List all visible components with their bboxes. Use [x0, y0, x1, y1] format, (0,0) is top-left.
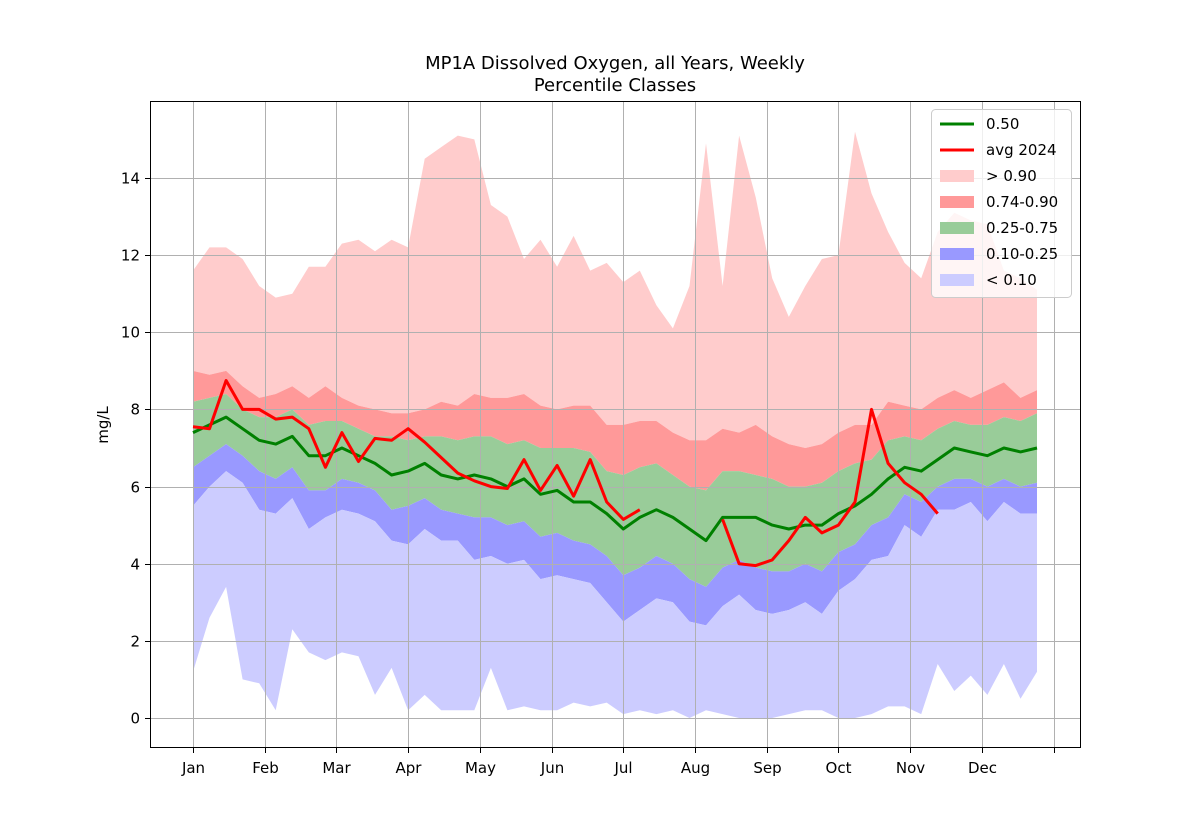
legend-label-0: 0.50 — [986, 115, 1019, 133]
series-avg-2024-line — [192, 379, 939, 568]
y-tick-label-6: 12 — [121, 247, 140, 265]
x-tick-label-5: Jun — [540, 759, 564, 777]
legend-swatch-5 — [940, 248, 974, 260]
legend-label-1: avg 2024 — [986, 141, 1057, 159]
x-tick-label-7: Aug — [681, 759, 710, 777]
band-3 — [193, 444, 1037, 626]
y-tick-label-5: 10 — [121, 324, 140, 342]
y-tick-label-7: 14 — [121, 170, 140, 188]
x-tick-label-1: Feb — [252, 759, 279, 777]
band-0 — [193, 131, 1037, 448]
legend-label-2: > 0.90 — [986, 167, 1037, 185]
chart-title-line2: Percentile Classes — [534, 75, 696, 96]
legend-swatch-2 — [940, 170, 974, 182]
percentile-bands — [193, 131, 1037, 718]
x-tick-label-3: Apr — [396, 759, 423, 777]
plot-frame — [150, 101, 1081, 748]
x-tick-label-4: May — [465, 759, 496, 777]
x-tick-label-6: Jul — [613, 759, 632, 777]
x-tick-label-8: Sep — [753, 759, 781, 777]
band-2 — [193, 394, 1037, 587]
legend-swatch-6 — [940, 274, 974, 286]
y-tick-label-4: 8 — [130, 401, 140, 419]
series-lines — [192, 379, 1038, 568]
band-1 — [193, 370, 1037, 491]
x-tick-label-9: Oct — [826, 759, 852, 777]
y-tick-label-1: 2 — [130, 633, 140, 651]
legend-label-3: 0.74-0.90 — [986, 193, 1058, 211]
chart-title: MP1A Dissolved Oxygen, all Years, Weekly… — [425, 53, 805, 96]
x-tick-label-0: Jan — [181, 759, 205, 777]
x-tick-label-10: Nov — [896, 759, 925, 777]
y-axis-ticks: 0 2 4 6 8 10 12 14 — [121, 170, 151, 728]
legend-swatch-3 — [940, 196, 974, 208]
legend-label-5: 0.10-0.25 — [986, 245, 1058, 263]
y-tick-label-0: 0 — [130, 710, 140, 728]
x-tick-label-11: Dec — [968, 759, 997, 777]
grid-lines — [151, 102, 1080, 747]
y-axis-label: mg/L — [94, 406, 112, 444]
y-tick-label-3: 6 — [130, 479, 140, 497]
legend: 0.50 avg 2024 > 0.90 0.74-0.90 0.25-0.75 0.10… — [931, 109, 1072, 298]
band-4 — [193, 471, 1037, 718]
legend-swatch-4 — [940, 222, 974, 234]
x-tick-label-2: Mar — [322, 759, 351, 777]
y-tick-label-2: 4 — [130, 556, 140, 574]
legend-label-4: 0.25-0.75 — [986, 219, 1058, 237]
chart-title-line1: MP1A Dissolved Oxygen, all Years, Weekly — [425, 53, 805, 74]
x-axis-ticks: Jan Feb Mar Apr May Jun Jul Aug Sep Oct Nov Dec — [181, 747, 1055, 777]
legend-label-6: < 0.10 — [986, 271, 1037, 289]
